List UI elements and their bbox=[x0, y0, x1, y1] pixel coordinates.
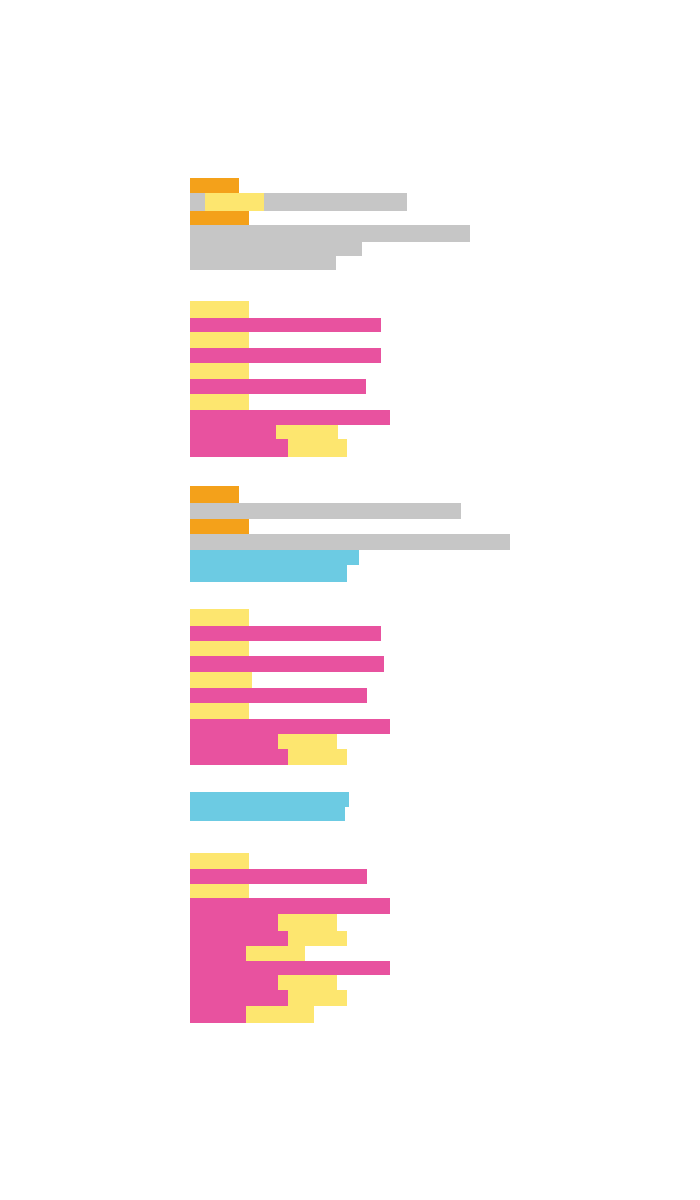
yellow-token-bar bbox=[190, 332, 249, 348]
magenta-token-bar bbox=[190, 379, 366, 394]
magenta-token-bar bbox=[190, 626, 381, 641]
yellow-token-bar bbox=[278, 975, 337, 990]
magenta-token-bar bbox=[190, 961, 390, 975]
yellow-token-bar bbox=[205, 193, 264, 211]
yellow-token-bar bbox=[288, 749, 347, 765]
magenta-token-bar bbox=[190, 318, 381, 332]
gray-token-bar bbox=[190, 503, 461, 519]
magenta-token-bar bbox=[190, 898, 390, 914]
gray-token-bar bbox=[190, 225, 470, 242]
gray-token-bar bbox=[190, 256, 336, 270]
magenta-token-bar bbox=[190, 946, 246, 961]
magenta-token-bar bbox=[190, 914, 278, 931]
gray-token-bar bbox=[190, 242, 362, 256]
magenta-token-bar bbox=[190, 734, 278, 749]
magenta-token-bar bbox=[190, 990, 288, 1006]
gray-token-bar bbox=[190, 534, 510, 550]
magenta-token-bar bbox=[190, 410, 390, 425]
yellow-token-bar bbox=[190, 363, 249, 379]
yellow-token-bar bbox=[190, 672, 252, 688]
blue-token-bar bbox=[190, 792, 349, 807]
yellow-token-bar bbox=[278, 734, 337, 749]
magenta-token-bar bbox=[190, 975, 278, 990]
yellow-token-bar bbox=[190, 394, 249, 410]
magenta-token-bar bbox=[190, 425, 276, 439]
blue-token-bar bbox=[190, 565, 347, 582]
yellow-token-bar bbox=[190, 301, 249, 318]
yellow-token-bar bbox=[246, 1006, 314, 1023]
orange-token-bar bbox=[190, 211, 249, 225]
yellow-token-bar bbox=[288, 931, 347, 946]
yellow-token-bar bbox=[190, 853, 249, 869]
orange-token-bar bbox=[190, 486, 239, 503]
magenta-token-bar bbox=[190, 1006, 246, 1023]
magenta-token-bar bbox=[190, 719, 390, 734]
magenta-token-bar bbox=[190, 656, 384, 672]
yellow-token-bar bbox=[276, 425, 338, 439]
yellow-token-bar bbox=[190, 609, 249, 626]
magenta-token-bar bbox=[190, 688, 367, 703]
yellow-token-bar bbox=[190, 884, 249, 898]
yellow-token-bar bbox=[190, 703, 249, 719]
blue-token-bar bbox=[190, 550, 359, 565]
magenta-token-bar bbox=[190, 749, 288, 765]
magenta-token-bar bbox=[190, 439, 288, 457]
yellow-token-bar bbox=[278, 914, 337, 931]
yellow-token-bar bbox=[288, 990, 347, 1006]
magenta-token-bar bbox=[190, 348, 381, 363]
yellow-token-bar bbox=[246, 946, 305, 961]
magenta-token-bar bbox=[190, 931, 288, 946]
blue-token-bar bbox=[190, 807, 345, 821]
yellow-token-bar bbox=[288, 439, 347, 457]
magenta-token-bar bbox=[190, 869, 367, 884]
orange-token-bar bbox=[190, 178, 239, 193]
orange-token-bar bbox=[190, 519, 249, 534]
yellow-token-bar bbox=[190, 641, 249, 656]
